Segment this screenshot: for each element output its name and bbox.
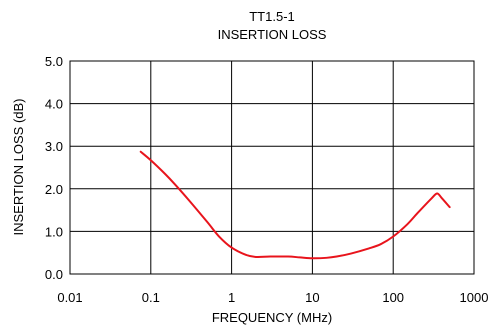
chart-subtitle: INSERTION LOSS bbox=[218, 27, 327, 42]
x-tick-label: 100 bbox=[382, 290, 404, 305]
x-tick-label: 0.1 bbox=[142, 290, 160, 305]
y-axis-label: INSERTION LOSS (dB) bbox=[11, 98, 26, 235]
plot-area bbox=[69, 60, 475, 275]
chart-title: TT1.5-1 bbox=[249, 9, 295, 24]
y-tick-label: 2.0 bbox=[45, 182, 63, 197]
series-layer bbox=[139, 150, 451, 260]
y-tick-label: 0.0 bbox=[45, 267, 63, 282]
x-tick-label: 10 bbox=[305, 290, 319, 305]
series-line-0 bbox=[139, 150, 451, 260]
x-tick-label: 1 bbox=[228, 290, 235, 305]
x-tick-label: 0.01 bbox=[57, 290, 82, 305]
axis-ticks: 0.01 0.1 1 10 100 1000 0.0 1.0 2.0 3.0 4.0 5.0 bbox=[45, 54, 489, 305]
y-tick-label: 3.0 bbox=[45, 139, 63, 154]
x-axis-label: FREQUENCY (MHz) bbox=[212, 310, 332, 325]
x-tick-label: 1000 bbox=[460, 290, 489, 305]
y-tick-label: 4.0 bbox=[45, 97, 63, 112]
y-tick-label: 5.0 bbox=[45, 54, 63, 69]
y-tick-label: 1.0 bbox=[45, 224, 63, 239]
grid-lines bbox=[70, 61, 474, 274]
